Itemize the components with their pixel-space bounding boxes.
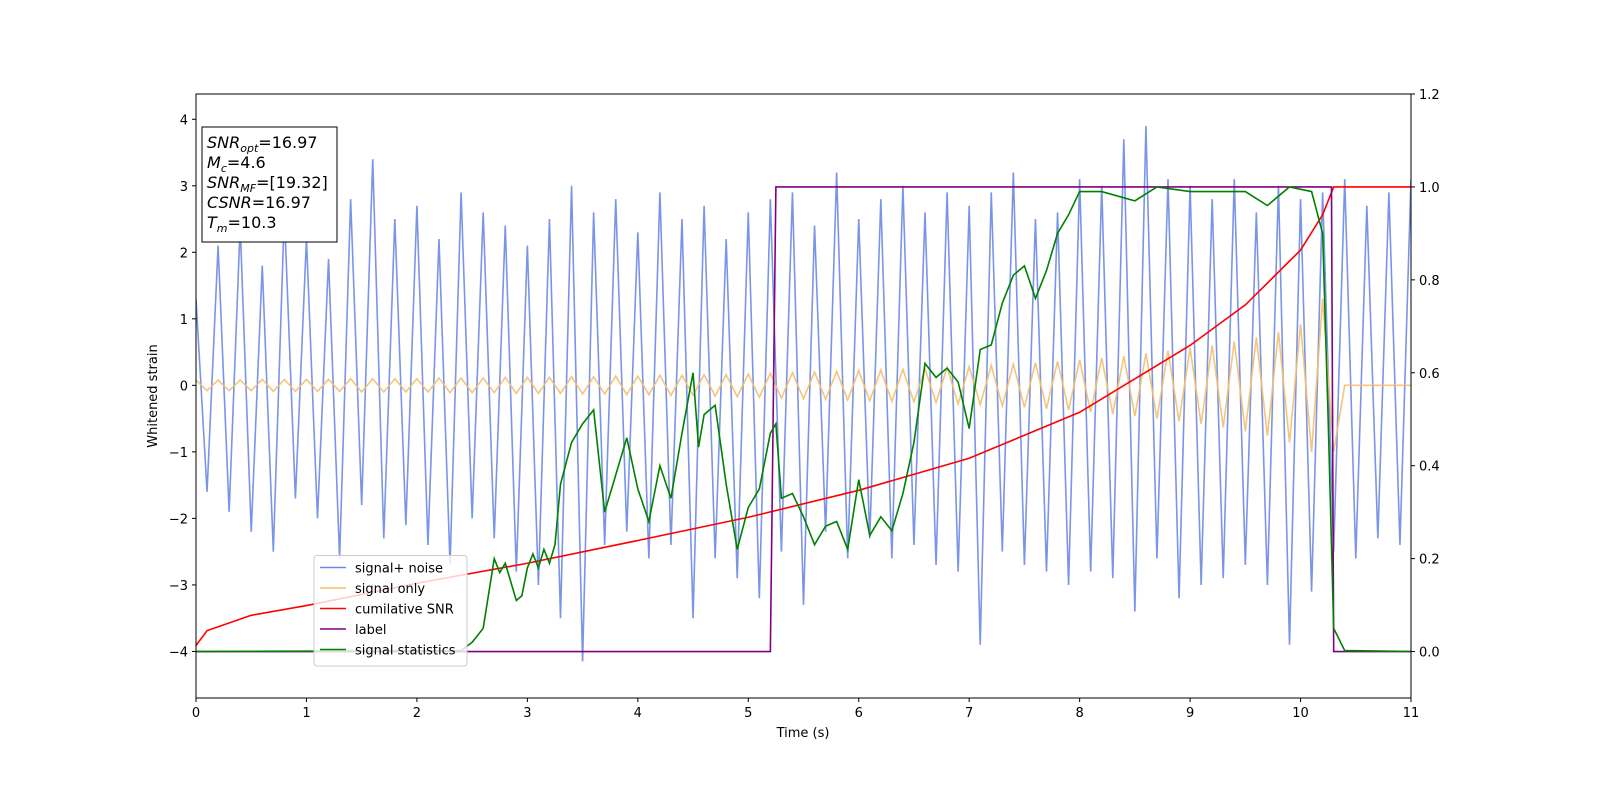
y-tick-label: −3	[169, 579, 188, 594]
x-axis-label: Time (s)	[776, 726, 830, 741]
annotation-main: M	[207, 153, 221, 172]
annotation-text: SNRMF=[19.32]	[207, 173, 328, 195]
legend-label: label	[355, 623, 386, 638]
x-tick-label: 11	[1403, 706, 1420, 721]
annotation-main: SNR	[207, 133, 240, 152]
annotation-text: SNRopt=16.97	[207, 133, 318, 155]
series-line	[196, 186, 1411, 653]
y-tick-label: −2	[169, 512, 188, 527]
legend-label: cumilative SNR	[355, 603, 454, 618]
y2-tick-label: 0.6	[1419, 367, 1440, 382]
y-tick-label: 2	[180, 246, 188, 261]
annotation-text: Tm=10.3	[207, 213, 277, 235]
annotation-rest: =[19.32]	[256, 173, 328, 192]
y2-tick-label: 1.2	[1419, 88, 1440, 103]
y-tick-label: 3	[180, 180, 188, 195]
y2-tick-label: 1.0	[1419, 181, 1440, 196]
annotation-box	[201, 126, 338, 243]
series-line	[196, 186, 1411, 646]
annotation-rest: =4.6	[227, 153, 266, 172]
series-line	[196, 298, 1411, 453]
y2-tick-label: 0.4	[1419, 460, 1440, 475]
annotation-text: Mc=4.6	[207, 153, 266, 175]
x-tick-label: 4	[634, 706, 642, 721]
annotation-main: T	[207, 213, 218, 232]
x-tick-label: 10	[1292, 706, 1309, 721]
x-tick-label: 6	[855, 706, 863, 721]
x-tick-label: 0	[192, 706, 200, 721]
legend-label: signal statistics	[355, 644, 456, 659]
annotation-main: CSNR	[207, 193, 252, 212]
x-tick-label: 3	[523, 706, 531, 721]
x-tick-label: 5	[744, 706, 752, 721]
annotation-main: SNR	[207, 173, 240, 192]
annotation-sub: m	[217, 222, 228, 235]
series-line	[196, 186, 1411, 653]
annotation-sub: opt	[240, 142, 259, 155]
legend-label: signal+ noise	[355, 562, 443, 577]
x-tick-label: 2	[413, 706, 421, 721]
y2-tick-label: 0.8	[1419, 274, 1440, 289]
y-tick-label: 0	[180, 379, 188, 394]
legend-box	[313, 555, 468, 667]
y2-tick-label: 0.0	[1419, 646, 1440, 661]
y-tick-label: 1	[180, 313, 188, 328]
series-line	[196, 125, 1411, 662]
annotation-text: CSNR=16.97	[207, 193, 311, 212]
x-tick-label: 7	[965, 706, 973, 721]
annotation-rest: =16.97	[258, 133, 317, 152]
legend-label: signal only	[355, 582, 425, 597]
plot-frame	[195, 93, 1412, 699]
y-tick-label: −4	[169, 645, 188, 660]
annotation-rest: =10.3	[228, 213, 277, 232]
annotation-rest: =16.97	[252, 193, 311, 212]
x-tick-label: 1	[302, 706, 310, 721]
y-tick-label: 4	[180, 113, 188, 128]
x-tick-label: 9	[1186, 706, 1194, 721]
x-tick-label: 8	[1075, 706, 1083, 721]
annotation-sub: MF	[240, 182, 256, 195]
y-axis-label: Whitened strain	[146, 344, 161, 447]
annotation-sub: c	[221, 162, 227, 175]
y-tick-label: −1	[169, 446, 188, 461]
y2-tick-label: 0.2	[1419, 553, 1440, 568]
